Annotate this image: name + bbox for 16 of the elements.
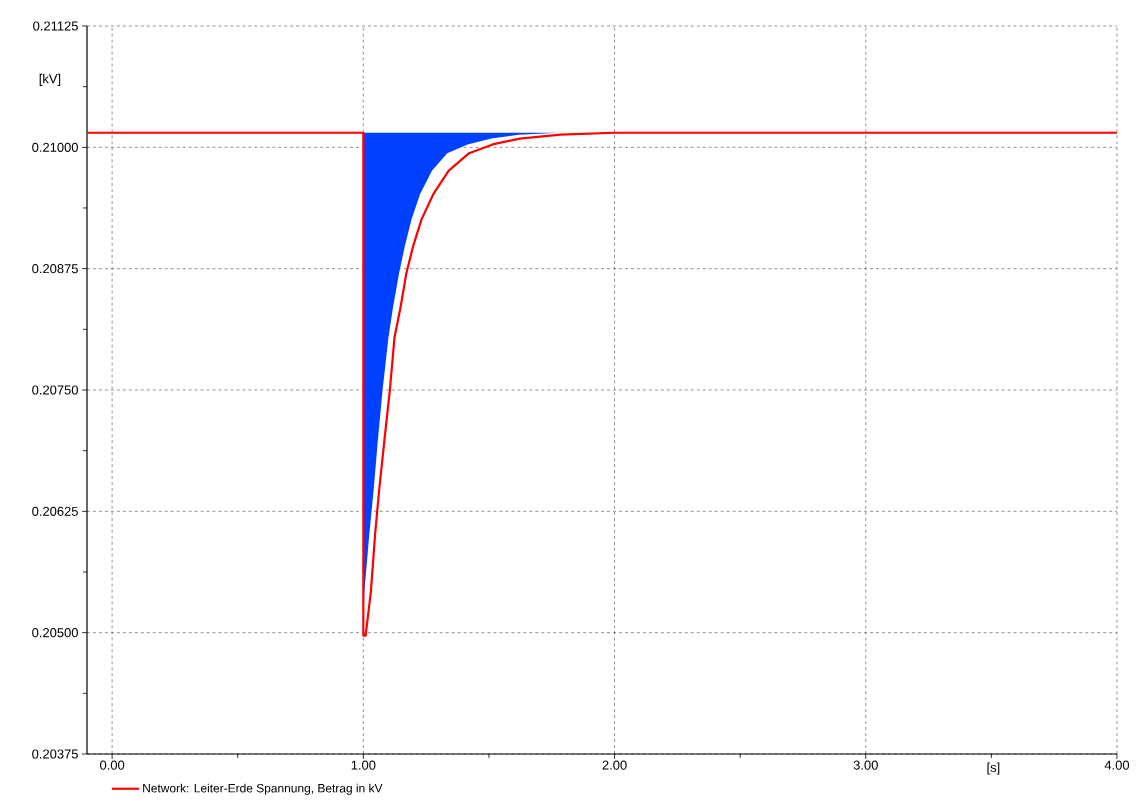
y-tick-label: 0.20625	[32, 506, 78, 516]
y-tick-label: 0.21125	[33, 21, 78, 31]
line-series	[87, 131, 1117, 637]
x-tick-label: 1.00	[351, 760, 376, 770]
x-tick-label: 4.00	[1104, 760, 1130, 770]
x-tick-label: 3.00	[853, 760, 878, 770]
y-tick-label: 0.20375	[32, 749, 78, 759]
legend-label: Network: Leiter-Erde Spannung, Betrag in kV	[143, 783, 383, 795]
x-tick-label: 2.00	[602, 760, 627, 770]
y-tick-label: 0.20500	[32, 628, 78, 638]
x-tick-label: 0.00	[100, 760, 125, 770]
y-axis-title: [kV]	[39, 73, 61, 86]
y-tick-label: 0.20875	[32, 264, 78, 274]
y-tick-label: 0.21000	[32, 142, 78, 152]
y-tick-label: 0.20750	[32, 385, 78, 395]
x-axis-title: [s]	[987, 762, 1000, 775]
